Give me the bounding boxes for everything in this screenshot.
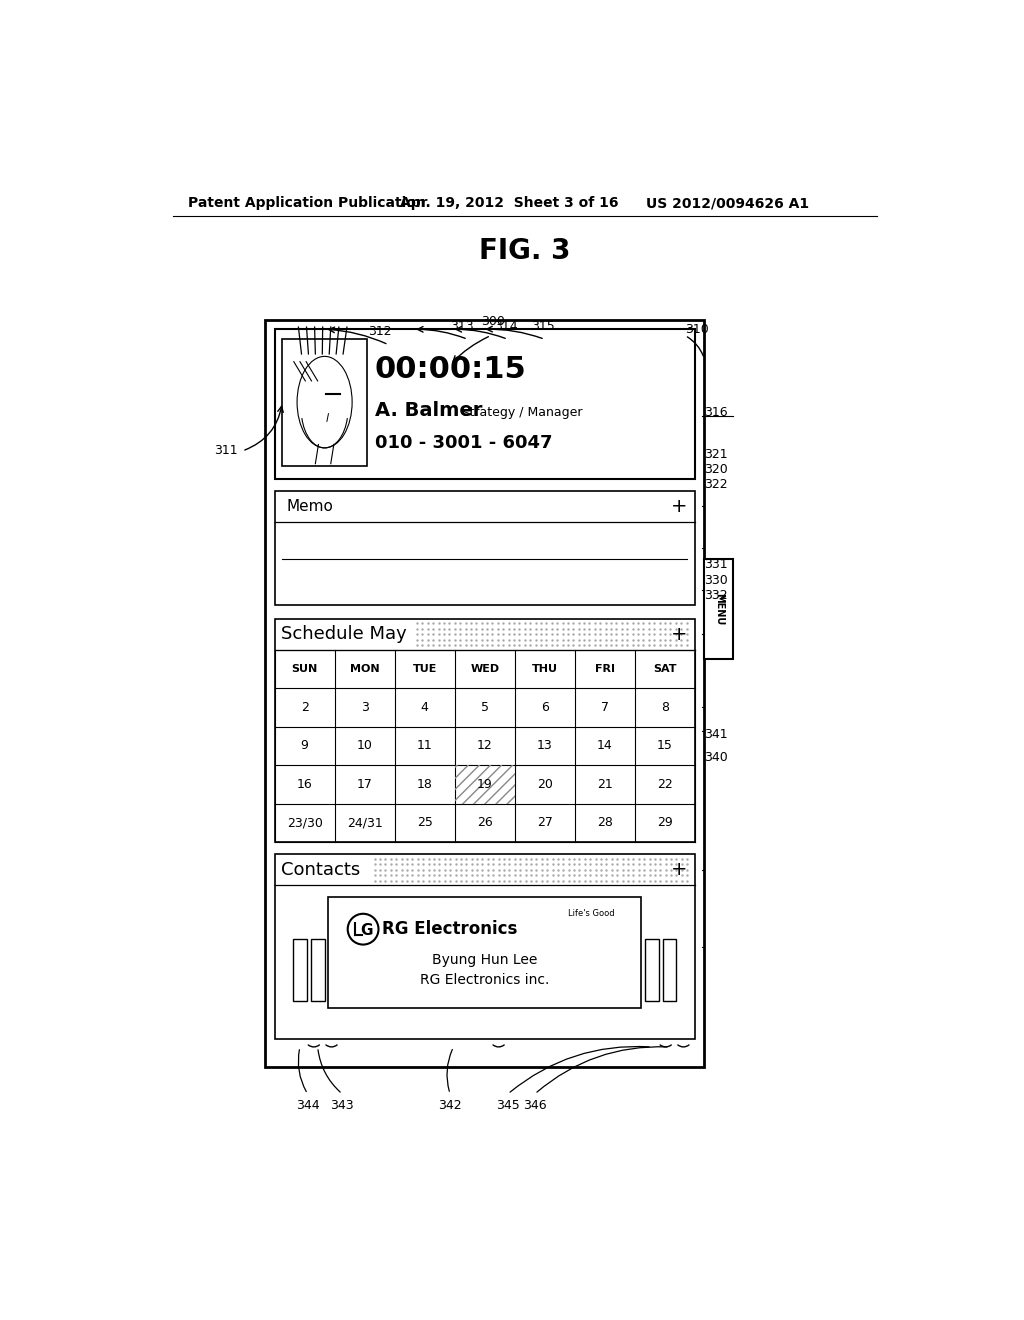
Text: +: + xyxy=(672,496,688,516)
Text: 20: 20 xyxy=(537,777,553,791)
Text: 00:00:15: 00:00:15 xyxy=(375,355,526,384)
Text: 320: 320 xyxy=(705,463,728,477)
Text: SUN: SUN xyxy=(292,664,317,675)
Text: 17: 17 xyxy=(356,777,373,791)
Text: 11: 11 xyxy=(417,739,432,752)
Text: 18: 18 xyxy=(417,777,432,791)
Text: 344: 344 xyxy=(296,1100,319,1111)
Text: MON: MON xyxy=(350,664,380,675)
Text: 4: 4 xyxy=(421,701,429,714)
Text: Memo: Memo xyxy=(286,499,333,513)
Bar xyxy=(274,619,695,842)
Text: 340: 340 xyxy=(705,751,728,764)
Text: US 2012/0094626 A1: US 2012/0094626 A1 xyxy=(646,197,810,210)
Ellipse shape xyxy=(297,356,352,447)
Text: 345: 345 xyxy=(496,1100,520,1111)
Text: RG Electronics inc.: RG Electronics inc. xyxy=(420,973,550,987)
Text: 19: 19 xyxy=(477,777,493,791)
Text: TUE: TUE xyxy=(413,664,437,675)
Text: 23/30: 23/30 xyxy=(287,816,323,829)
Text: 24/31: 24/31 xyxy=(347,816,383,829)
Text: SAT: SAT xyxy=(653,664,677,675)
Text: MENU: MENU xyxy=(714,593,724,624)
Text: Apr. 19, 2012  Sheet 3 of 16: Apr. 19, 2012 Sheet 3 of 16 xyxy=(400,197,618,210)
Text: 21: 21 xyxy=(597,777,612,791)
Text: 310: 310 xyxy=(685,323,709,335)
Text: A. Balmer: A. Balmer xyxy=(375,401,482,420)
Text: 343: 343 xyxy=(331,1100,354,1111)
Bar xyxy=(645,940,658,1001)
Text: 26: 26 xyxy=(477,816,493,829)
Text: 12: 12 xyxy=(477,739,493,752)
Text: strategy / Manager: strategy / Manager xyxy=(463,407,583,418)
Text: 16: 16 xyxy=(297,777,312,791)
Text: FRI: FRI xyxy=(595,664,614,675)
Text: 312: 312 xyxy=(368,325,391,338)
Bar xyxy=(274,330,695,479)
Text: Schedule May: Schedule May xyxy=(281,626,407,643)
Text: 300: 300 xyxy=(481,315,505,329)
Text: 315: 315 xyxy=(531,319,555,333)
Text: Byung Hun Lee: Byung Hun Lee xyxy=(432,953,538,968)
Text: 322: 322 xyxy=(705,478,728,491)
Text: 2: 2 xyxy=(301,701,308,714)
Text: 316: 316 xyxy=(705,407,728,418)
Text: 28: 28 xyxy=(597,816,612,829)
Text: Life's Good: Life's Good xyxy=(568,909,614,919)
Bar xyxy=(274,854,695,1039)
Text: Patent Application Publication: Patent Application Publication xyxy=(188,197,426,210)
Text: +: + xyxy=(672,624,688,644)
Bar xyxy=(705,558,733,659)
Text: +: + xyxy=(672,861,688,879)
Text: 314: 314 xyxy=(494,319,517,333)
Text: 29: 29 xyxy=(657,816,673,829)
Text: 330: 330 xyxy=(705,574,728,587)
Text: 9: 9 xyxy=(301,739,308,752)
Text: 311: 311 xyxy=(214,445,238,458)
Text: 15: 15 xyxy=(657,739,673,752)
Bar xyxy=(310,940,325,1001)
Text: 13: 13 xyxy=(537,739,553,752)
Text: Contacts: Contacts xyxy=(281,861,360,879)
Text: 346: 346 xyxy=(523,1100,547,1111)
Text: 7: 7 xyxy=(601,701,609,714)
Text: 342: 342 xyxy=(438,1100,462,1111)
Text: 6: 6 xyxy=(541,701,549,714)
Text: 22: 22 xyxy=(657,777,673,791)
Text: RG Electronics: RG Electronics xyxy=(382,920,518,939)
Text: 10: 10 xyxy=(356,739,373,752)
Text: THU: THU xyxy=(531,664,558,675)
Bar xyxy=(265,321,705,1067)
Text: 14: 14 xyxy=(597,739,612,752)
Bar xyxy=(283,339,367,466)
Text: 27: 27 xyxy=(537,816,553,829)
Text: 332: 332 xyxy=(705,589,728,602)
Text: WED: WED xyxy=(470,664,500,675)
Bar xyxy=(663,940,677,1001)
Bar xyxy=(329,896,641,1008)
Text: G: G xyxy=(360,923,373,939)
Bar xyxy=(293,940,307,1001)
Text: 341: 341 xyxy=(705,727,728,741)
Text: FIG. 3: FIG. 3 xyxy=(479,236,570,265)
Bar xyxy=(455,766,515,804)
Text: 8: 8 xyxy=(660,701,669,714)
Text: 321: 321 xyxy=(705,447,728,461)
Text: 5: 5 xyxy=(480,701,488,714)
Text: 010 - 3001 - 6047: 010 - 3001 - 6047 xyxy=(375,434,552,453)
Bar xyxy=(274,491,695,605)
Text: 3: 3 xyxy=(360,701,369,714)
Text: 313: 313 xyxy=(451,319,474,333)
Text: 25: 25 xyxy=(417,816,432,829)
Text: 331: 331 xyxy=(705,558,728,572)
